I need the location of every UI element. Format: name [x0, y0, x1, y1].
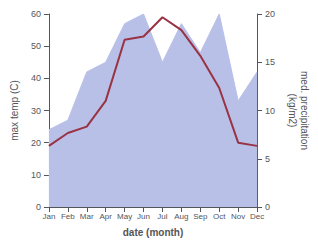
svg-text:60: 60 [31, 9, 41, 19]
svg-text:Dec: Dec [250, 212, 264, 221]
svg-text:0: 0 [265, 202, 270, 212]
svg-text:Jul: Jul [157, 212, 167, 221]
svg-text:Oct: Oct [213, 212, 226, 221]
svg-text:date (month): date (month) [123, 227, 184, 238]
svg-text:15: 15 [265, 57, 275, 67]
svg-text:0: 0 [36, 202, 41, 212]
svg-text:Feb: Feb [61, 212, 75, 221]
svg-text:50: 50 [31, 41, 41, 51]
svg-text:5: 5 [265, 154, 270, 164]
svg-text:Mar: Mar [80, 212, 94, 221]
svg-text:30: 30 [31, 106, 41, 116]
svg-text:10: 10 [31, 170, 41, 180]
svg-text:Jun: Jun [137, 212, 150, 221]
svg-text:(kg/m2): (kg/m2) [287, 94, 298, 128]
svg-text:10: 10 [265, 106, 275, 116]
svg-text:40: 40 [31, 73, 41, 83]
svg-text:20: 20 [265, 9, 275, 19]
svg-text:Apr: Apr [99, 212, 112, 221]
svg-text:max temp (C): max temp (C) [9, 80, 20, 141]
svg-text:med. precipitation: med. precipitation [299, 71, 310, 150]
svg-text:Aug: Aug [174, 212, 188, 221]
svg-text:Nov: Nov [231, 212, 245, 221]
svg-text:Sep: Sep [193, 212, 208, 221]
svg-text:May: May [117, 212, 132, 221]
svg-text:20: 20 [31, 138, 41, 148]
svg-text:Jan: Jan [42, 212, 55, 221]
